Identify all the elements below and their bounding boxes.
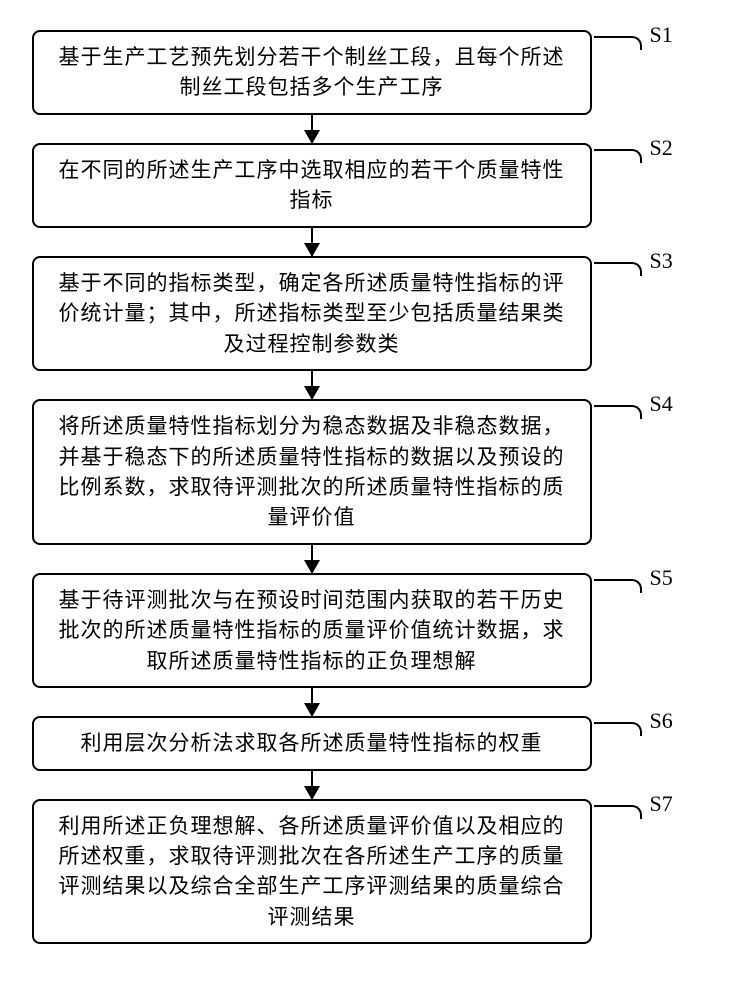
step-box-s2: 在不同的所述生产工序中选取相应的若干个质量特性指标	[32, 143, 592, 228]
step-row: 在不同的所述生产工序中选取相应的若干个质量特性指标S2	[32, 143, 692, 228]
step-row: 将所述质量特性指标划分为稳态数据及非稳态数据，并基于稳态下的所述质量特性指标的数…	[32, 399, 692, 545]
step-box-s6: 利用层次分析法求取各所述质量特性指标的权重	[32, 716, 592, 770]
arrow	[32, 771, 592, 799]
step-label-s6: S6	[650, 708, 673, 734]
step-label-s1: S1	[650, 22, 673, 48]
step-row: 基于不同的指标类型，确定各所述质量特性指标的评价统计量；其中，所述指标类型至少包…	[32, 256, 692, 371]
arrow	[32, 228, 592, 256]
arrow	[32, 688, 592, 716]
step-box-s7: 利用所述正负理想解、各所述质量评价值以及相应的所述权重，求取待评测批次在各所述生…	[32, 799, 592, 945]
step-row: 利用所述正负理想解、各所述质量评价值以及相应的所述权重，求取待评测批次在各所述生…	[32, 799, 692, 945]
step-label-s2: S2	[650, 135, 673, 161]
arrow	[32, 371, 592, 399]
step-row: 利用层次分析法求取各所述质量特性指标的权重S6	[32, 716, 692, 770]
arrow	[32, 545, 592, 573]
step-box-s1: 基于生产工艺预先划分若干个制丝工段，且每个所述制丝工段包括多个生产工序	[32, 30, 592, 115]
step-row: 基于生产工艺预先划分若干个制丝工段，且每个所述制丝工段包括多个生产工序S1	[32, 30, 692, 115]
flowchart: 基于生产工艺预先划分若干个制丝工段，且每个所述制丝工段包括多个生产工序S1 在不同…	[32, 30, 692, 944]
step-row: 基于待评测批次与在预设时间范围内获取的若干历史批次的所述质量特性指标的质量评价值…	[32, 573, 692, 688]
step-box-s3: 基于不同的指标类型，确定各所述质量特性指标的评价统计量；其中，所述指标类型至少包…	[32, 256, 592, 371]
step-box-s5: 基于待评测批次与在预设时间范围内获取的若干历史批次的所述质量特性指标的质量评价值…	[32, 573, 592, 688]
step-box-s4: 将所述质量特性指标划分为稳态数据及非稳态数据，并基于稳态下的所述质量特性指标的数…	[32, 399, 592, 545]
step-label-s7: S7	[650, 791, 673, 817]
arrow	[32, 115, 592, 143]
step-label-s3: S3	[650, 248, 673, 274]
step-label-s5: S5	[650, 565, 673, 591]
step-label-s4: S4	[650, 391, 673, 417]
